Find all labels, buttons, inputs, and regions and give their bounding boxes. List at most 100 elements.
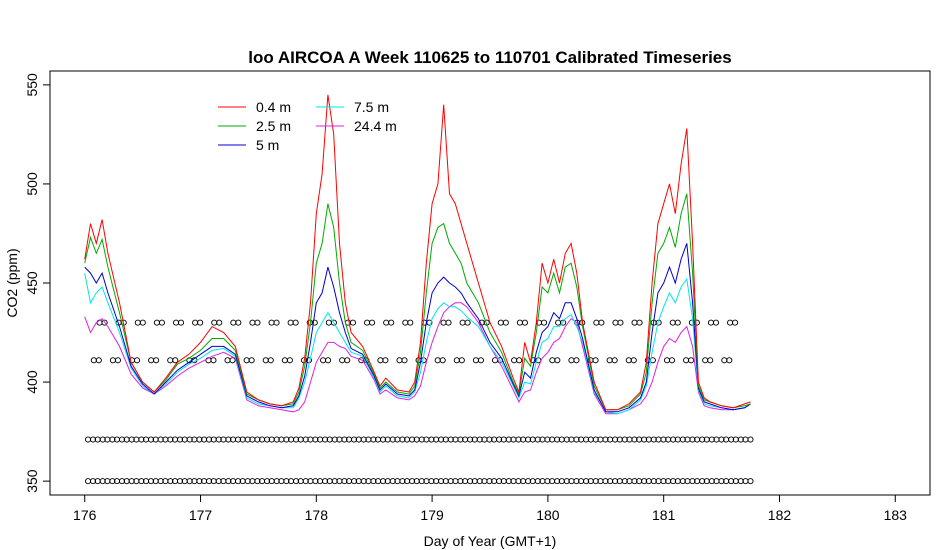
marker-point [573, 436, 580, 443]
marker-point [674, 319, 681, 326]
marker-point [636, 319, 643, 326]
marker-point [718, 436, 725, 443]
marker-point [679, 436, 686, 443]
marker-point [153, 319, 160, 326]
marker-point [341, 436, 348, 443]
marker-point [663, 357, 671, 364]
marker-point [273, 478, 280, 485]
marker-point [224, 357, 231, 364]
marker-point [360, 478, 367, 485]
marker-point [101, 319, 108, 326]
marker-point [177, 319, 185, 326]
marker-point [268, 319, 275, 326]
marker-point [477, 357, 484, 364]
marker-point [167, 436, 174, 443]
x-tick-label: 180 [536, 507, 560, 523]
marker-point [459, 319, 466, 326]
marker-point [167, 478, 174, 485]
marker-point [726, 357, 733, 364]
marker-point [621, 436, 628, 443]
marker-point [399, 436, 406, 443]
marker-point [322, 436, 329, 443]
marker-point [382, 357, 389, 364]
plot-frame [49, 70, 931, 496]
marker-point [370, 478, 377, 485]
marker-point [598, 319, 605, 326]
marker-point [192, 319, 199, 326]
marker-point [225, 436, 232, 443]
marker-point [402, 319, 409, 326]
marker-point [235, 319, 242, 326]
marker-point [573, 357, 580, 364]
marker-point [114, 357, 121, 364]
marker-point [128, 436, 135, 443]
x-tick-label: 178 [305, 507, 329, 523]
marker-point [728, 436, 735, 443]
marker-point [157, 436, 164, 443]
marker-point [521, 319, 528, 326]
marker-point [205, 436, 213, 443]
marker-point [264, 436, 271, 443]
marker-point [592, 357, 599, 364]
marker-point [399, 478, 406, 485]
marker-point [573, 478, 580, 485]
marker-point [283, 478, 290, 485]
marker-point [708, 436, 715, 443]
marker-point [457, 436, 464, 443]
marker-point [283, 436, 290, 443]
marker-point [747, 436, 754, 443]
marker-point [747, 478, 754, 485]
marker-point [148, 357, 155, 364]
marker-point [505, 478, 512, 485]
marker-point [631, 436, 638, 443]
marker-point [650, 478, 657, 485]
marker-point [99, 436, 106, 443]
marker-point [215, 478, 222, 485]
chart-title: loo AIRCOA A Week 110625 to 110701 Calib… [248, 48, 731, 67]
marker-point [95, 357, 102, 364]
marker-point [172, 319, 180, 326]
marker-point [302, 478, 309, 485]
marker-point [320, 357, 327, 364]
marker-point [370, 436, 377, 443]
marker-point [286, 357, 293, 364]
marker-point [133, 357, 141, 364]
marker-point [153, 357, 160, 364]
marker-point [515, 478, 522, 485]
marker-point [211, 319, 218, 326]
marker-point [544, 478, 551, 485]
marker-point [458, 357, 465, 364]
marker-point [138, 436, 145, 443]
marker-point [225, 478, 232, 485]
marker-point [708, 478, 715, 485]
y-tick-label: 400 [24, 370, 40, 394]
marker-point [134, 319, 141, 326]
y-tick-label: 550 [24, 73, 40, 97]
marker-point [602, 436, 609, 443]
y-axis-label: CO2 (ppm) [4, 248, 20, 317]
marker-point [287, 319, 294, 326]
marker-point [325, 357, 332, 364]
marker-point [409, 478, 416, 485]
legend: 0.4 m 2.5 m 5 m 7.5 m 24.4 m [218, 99, 397, 153]
marker-point [89, 436, 97, 443]
marker-point [476, 436, 483, 443]
x-axis: 176 177 178 179 180 181 182 183 [73, 495, 907, 523]
x-tick-label: 181 [652, 507, 676, 523]
marker-point [254, 319, 261, 326]
marker-point [447, 436, 454, 443]
marker-point [138, 478, 145, 485]
marker-point [467, 478, 474, 485]
marker-point [325, 319, 332, 326]
marker-point [172, 357, 179, 364]
marker-point [699, 436, 706, 443]
marker-point [139, 319, 146, 326]
marker-point [699, 478, 706, 485]
marker-point [428, 478, 435, 485]
y-tick-label: 350 [24, 469, 40, 493]
marker-point [128, 478, 135, 485]
marker-point [109, 478, 116, 485]
marker-point [728, 478, 735, 485]
marker-point [554, 357, 561, 364]
marker-point [689, 478, 696, 485]
